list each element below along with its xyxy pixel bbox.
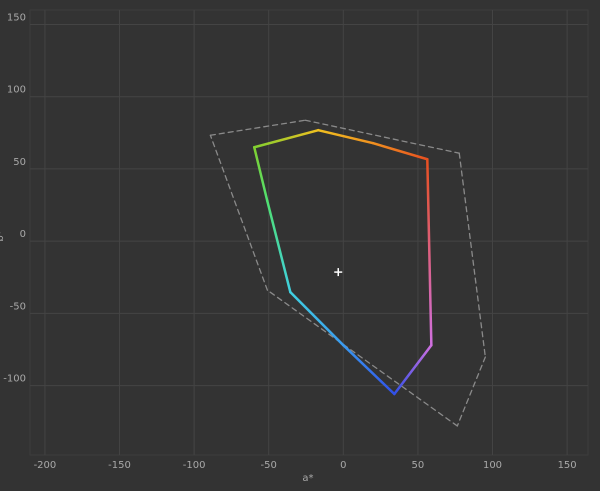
x-tick-label: -50	[261, 460, 277, 471]
x-axis-label: a*	[302, 473, 313, 484]
plot-area	[29, 9, 589, 456]
x-tick-label: 0	[340, 460, 346, 471]
gamut-segment	[393, 343, 433, 396]
x-tick-label: 150	[558, 460, 577, 471]
gamut-segment	[289, 290, 345, 347]
x-tick-label: -200	[34, 460, 57, 471]
gamut-segment	[209, 119, 306, 136]
y-tick-label: -100	[3, 374, 26, 385]
gamut-segment	[265, 199, 292, 294]
gamut-segment	[317, 128, 375, 145]
y-tick-label: 100	[7, 85, 26, 96]
gamut-segment	[458, 152, 487, 358]
x-tick-label: 100	[483, 460, 502, 471]
gamut-segment	[252, 128, 320, 149]
gamut-segment	[342, 343, 396, 396]
x-tick-label: 50	[412, 460, 425, 471]
gamut-segment	[426, 157, 433, 347]
x-tick-label: -100	[183, 460, 206, 471]
x-tick-label: -150	[108, 460, 131, 471]
y-axis-label: b*	[0, 230, 6, 241]
y-tick-label: 0	[20, 229, 26, 240]
gamut-segment	[252, 146, 269, 202]
y-tick-label: -50	[10, 301, 26, 312]
y-tick-label: 50	[13, 157, 26, 168]
gamut-segment	[304, 119, 460, 154]
gamut-segment	[371, 141, 429, 161]
white-point	[334, 268, 343, 277]
gamut-segment	[456, 356, 487, 427]
gamut-segment	[266, 289, 458, 427]
y-tick-label: 150	[7, 12, 26, 23]
gamut-segment	[209, 134, 269, 291]
